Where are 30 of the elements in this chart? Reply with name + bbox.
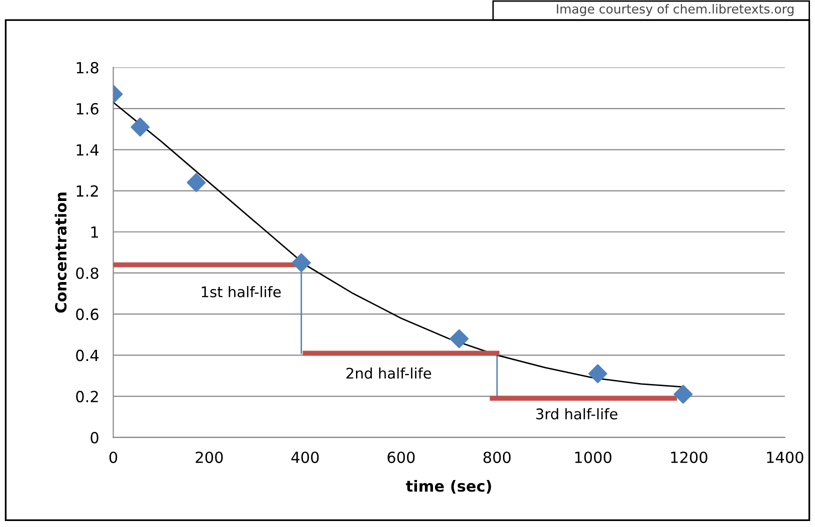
text: Image courtesy of chem.libretexts.org (556, 4, 794, 16)
point (450, 329, 469, 348)
y-tick-label: 0 (90, 432, 98, 444)
point (588, 364, 608, 384)
x-tick-label: 600 (388, 452, 415, 464)
point (292, 253, 311, 272)
y-tick-label: 0.8 (76, 267, 98, 280)
x-tick-label: 1400 (767, 452, 804, 464)
x-tick-label: 0 (109, 452, 118, 464)
point (130, 118, 150, 137)
y-tick-label: 1.8 (76, 62, 98, 74)
y-tick-label: 0.4 (76, 350, 99, 362)
y-tick-label: 0.6 (76, 308, 98, 320)
y-axis-title: Concentration (54, 192, 67, 313)
annotation: 3rd half-life (536, 408, 618, 420)
y-tick-label: 1.4 (76, 144, 99, 156)
y-tick-label: 1 (91, 226, 98, 238)
point (674, 384, 693, 404)
x-axis-title: time (sec) (406, 480, 492, 494)
y-tick-label: 1.2 (76, 185, 98, 197)
x-tick-label: 400 (291, 452, 319, 464)
annotation: 2nd half-life (346, 367, 432, 379)
x-tick-label: 1200 (671, 452, 708, 464)
y-tick-label: 1.6 (76, 103, 98, 115)
x-tick-label: 1000 (575, 452, 612, 464)
x-tick-label: 800 (483, 452, 511, 464)
annotation: 1st half-life (202, 286, 281, 298)
point (186, 173, 206, 192)
x-tick-label: 200 (196, 452, 223, 464)
y-tick-label: 0.2 (76, 390, 98, 402)
